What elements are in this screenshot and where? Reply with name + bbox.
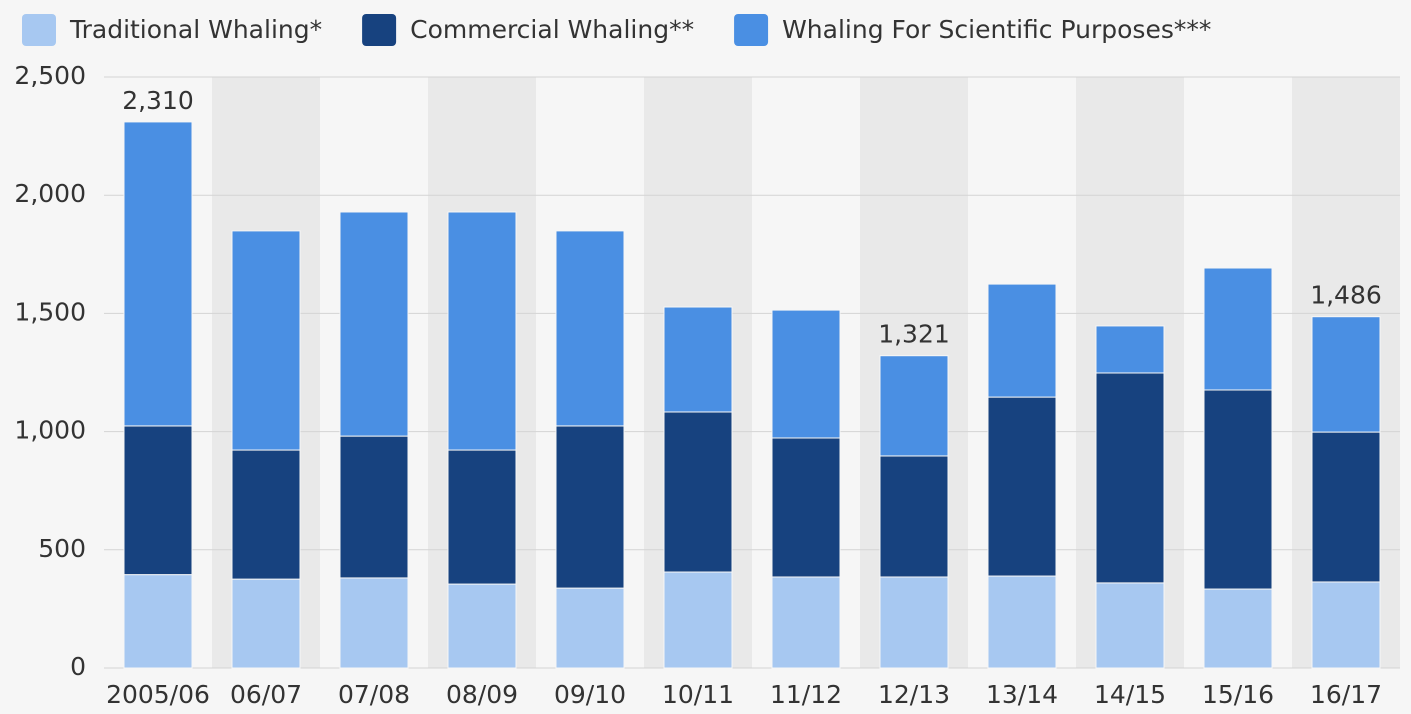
bar-segment: [1203, 267, 1273, 391]
bar-segment: [231, 230, 301, 451]
legend-label: Traditional Whaling*: [69, 15, 322, 44]
bar-segment: [987, 283, 1057, 398]
bar-segment: [1311, 431, 1381, 583]
bar-segment: [1311, 316, 1381, 433]
value-label: 1,486: [1310, 281, 1382, 310]
bar-segment: [1311, 581, 1381, 669]
bar-segment: [447, 583, 517, 669]
bar-segment: [447, 449, 517, 585]
bar-segment: [231, 578, 301, 669]
x-tick-label: 14/15: [1094, 680, 1166, 709]
bar-segment: [231, 449, 301, 580]
legend-label: Whaling For Scientific Purposes***: [782, 15, 1211, 44]
legend-label: Commercial Whaling**: [410, 15, 694, 44]
legend-swatch: [22, 14, 56, 46]
x-tick-label: 07/08: [338, 680, 410, 709]
bar-segment: [663, 571, 733, 669]
bar-segment: [987, 575, 1057, 669]
x-tick-label: 15/16: [1202, 680, 1274, 709]
bar-segment: [123, 121, 193, 427]
legend-swatch: [734, 14, 769, 46]
x-tick-label: 09/10: [554, 680, 626, 709]
y-tick-label: 2,000: [14, 179, 86, 208]
y-tick-label: 0: [70, 652, 86, 681]
bar-segment: [339, 211, 409, 437]
bar-segment: [663, 306, 733, 413]
y-tick-label: 1,500: [14, 297, 86, 326]
bar-segment: [771, 437, 841, 578]
x-tick-label: 16/17: [1310, 680, 1382, 709]
bar-segment: [771, 576, 841, 669]
bar-segment: [1095, 582, 1165, 669]
bar-segment: [447, 211, 517, 451]
x-tick-label: 2005/06: [106, 680, 210, 709]
bar-segment: [1203, 588, 1273, 669]
bar-segment: [555, 425, 625, 589]
value-label: 2,310: [122, 86, 194, 115]
x-tick-label: 08/09: [446, 680, 518, 709]
bar-segment: [555, 587, 625, 669]
bar-segment: [987, 396, 1057, 577]
bar-segment: [1095, 325, 1165, 374]
bar-segment: [879, 455, 949, 578]
x-tick-label: 13/14: [986, 680, 1058, 709]
bar-segment: [339, 577, 409, 669]
value-label: 1,321: [878, 320, 950, 349]
bar-segment: [771, 309, 841, 439]
bar-segment: [1203, 389, 1273, 590]
legend-swatch: [362, 14, 397, 46]
bar-segment: [1095, 372, 1165, 584]
bar-segment: [555, 230, 625, 427]
bar-segment: [879, 576, 949, 669]
x-tick-label: 12/13: [878, 680, 950, 709]
bar-segment: [879, 355, 949, 457]
bar-segment: [339, 435, 409, 579]
bar-segment: [123, 425, 193, 576]
x-tick-label: 06/07: [230, 680, 302, 709]
y-tick-label: 1,000: [14, 416, 86, 445]
x-tick-label: 10/11: [662, 680, 734, 709]
y-tick-label: 500: [38, 534, 86, 563]
bar-segment: [663, 411, 733, 573]
y-tick-label: 2,500: [14, 61, 86, 90]
bar-segment: [123, 574, 193, 669]
x-tick-label: 11/12: [770, 680, 842, 709]
